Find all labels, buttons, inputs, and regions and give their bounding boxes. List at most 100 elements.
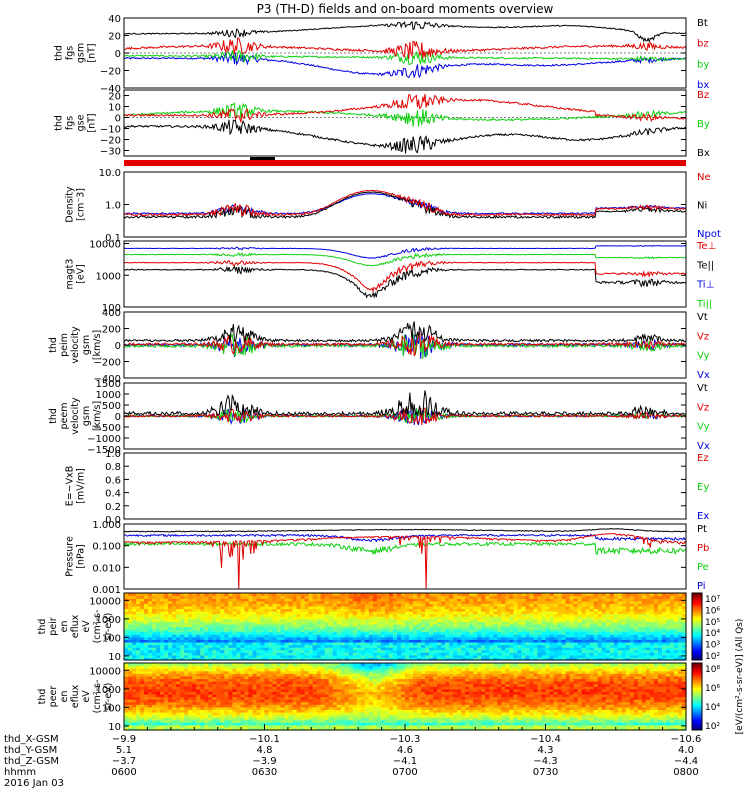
spectrogram-cell	[184, 634, 189, 638]
spectrogram-cell	[392, 626, 398, 630]
spectrogram-cell	[144, 641, 149, 646]
spectrogram-cell	[437, 605, 442, 610]
spectrogram-cell	[328, 636, 334, 640]
spectrogram-cell	[360, 639, 366, 643]
spectrogram-cell	[172, 647, 177, 651]
spectrogram-cell	[649, 649, 655, 653]
spectrogram-cell	[625, 595, 631, 599]
spectrogram-cell	[208, 631, 213, 635]
spectrogram-cell	[148, 696, 153, 700]
spectrogram-cell	[425, 634, 430, 638]
spectrogram-cell	[332, 616, 338, 620]
spectrogram-cell	[573, 644, 579, 648]
spectrogram-cell	[629, 621, 635, 625]
spectrogram-cell	[168, 663, 173, 667]
spectrogram-cell	[581, 603, 587, 607]
spectrogram-cell	[437, 629, 442, 633]
spectrogram-cell	[248, 611, 254, 615]
spectrogram-cell	[569, 639, 575, 643]
spectrogram-cell	[653, 652, 659, 656]
spectrogram-cell	[172, 704, 177, 708]
y-tick-label: 20	[108, 92, 121, 103]
spectrogram-cell	[557, 618, 563, 622]
spectrogram-cell	[144, 691, 149, 695]
spectrogram-cell	[545, 644, 551, 648]
spectrogram-cell	[425, 613, 430, 617]
spectrogram-cell	[152, 709, 157, 713]
spectrogram-cell	[272, 603, 278, 607]
spectrogram-cell	[328, 631, 334, 635]
spectrogram-cell	[220, 639, 225, 643]
spectrogram-cell	[180, 595, 185, 599]
spectrogram-cell	[364, 621, 370, 625]
spectrogram-cell	[368, 639, 374, 643]
spectrogram-cell	[625, 593, 631, 597]
spectrogram-cell	[384, 621, 390, 625]
spectrogram-cell	[441, 593, 446, 597]
series-Bz	[123, 94, 687, 123]
spectrogram-cell	[513, 618, 518, 622]
spectrogram-cell	[204, 649, 209, 653]
spectrogram-cell	[453, 613, 458, 617]
spectrogram-cell	[124, 600, 129, 604]
spectrogram-cell	[469, 593, 474, 597]
spectrogram-cell	[437, 598, 442, 602]
spectrogram-cell	[180, 616, 185, 620]
spectrogram-cell	[276, 595, 282, 599]
spectrogram-cell	[549, 647, 555, 651]
spectrogram-cell	[673, 639, 679, 643]
spectrogram-cell	[593, 603, 599, 607]
spectrogram-cell	[585, 652, 591, 656]
spectrogram-cell	[441, 595, 446, 599]
spectrogram-cell	[148, 616, 153, 620]
spectrogram-cell	[669, 639, 675, 643]
spectrogram-cell	[429, 652, 434, 656]
spectrogram-cell	[148, 670, 153, 674]
spectrogram-cell	[128, 696, 133, 700]
spectrogram-cell	[232, 639, 237, 643]
spectrogram-cell	[557, 621, 563, 625]
spectrogram-cell	[449, 636, 454, 640]
spectrogram-cell	[677, 611, 683, 615]
spectrogram-cell	[445, 621, 450, 625]
spectrogram-cell	[661, 593, 667, 597]
spectrogram-cell	[409, 639, 414, 643]
spectrogram-cell	[669, 654, 675, 659]
spectrogram-cell	[617, 598, 623, 602]
spectrogram-cell	[276, 613, 282, 617]
spectrogram-cell	[569, 621, 575, 625]
spectrogram-cell	[180, 714, 185, 718]
spectrogram-cell	[184, 600, 189, 604]
spectrogram-cell	[144, 623, 149, 628]
spectrogram-cell	[352, 598, 358, 602]
spectrogram-cell	[413, 623, 418, 628]
spectrogram-cell	[188, 654, 193, 659]
spectrogram-cell	[625, 603, 631, 607]
spectrogram-cell	[473, 616, 478, 620]
spectrogram-cell	[481, 654, 486, 659]
spectrogram-cell	[236, 654, 242, 659]
spectrogram-cell	[421, 629, 426, 633]
spectrogram-cell	[661, 611, 667, 615]
spectrogram-cell	[529, 647, 535, 651]
spectrogram-cell	[160, 608, 165, 612]
spectrogram-cell	[136, 706, 141, 710]
y-tick-label: 1500	[96, 379, 121, 390]
spectrogram-cell	[328, 657, 334, 661]
spectrogram-cell	[156, 598, 161, 602]
spectrogram-cell	[409, 636, 414, 640]
spectrogram-cell	[288, 626, 294, 630]
spectrogram-cell	[421, 654, 426, 659]
spectrogram-cell	[569, 629, 575, 633]
spectrogram-cell	[417, 629, 422, 633]
spectrogram-cell	[320, 621, 326, 625]
spectrogram-cell	[376, 603, 382, 607]
spectrogram-cell	[601, 636, 607, 640]
spectrogram-cell	[284, 611, 290, 615]
spectrogram-cell	[336, 629, 342, 633]
spectrogram-cell	[501, 649, 506, 653]
spectrogram-cell	[665, 634, 671, 638]
spectrogram-cell	[160, 631, 165, 635]
spectrogram-cell	[332, 647, 338, 651]
spectrogram-cell	[541, 623, 547, 628]
